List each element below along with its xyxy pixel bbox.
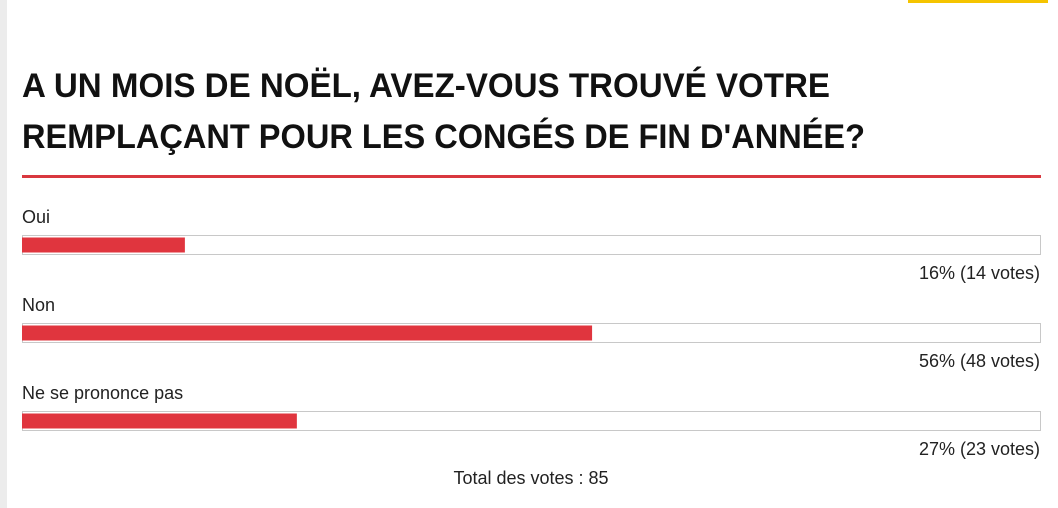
title-line: A UN MOIS DE NOËL, AVEZ-VOUS TROUVÉ VOTR…: [22, 67, 830, 105]
total-votes: Total des votes : 85: [453, 468, 608, 488]
value-label: 56% (48 votes): [919, 351, 1040, 371]
top-accent: [908, 0, 1048, 3]
bar: [22, 237, 185, 253]
left-border: [0, 0, 7, 508]
option-label: Non: [22, 295, 55, 315]
value-label: 16% (14 votes): [919, 263, 1040, 283]
bar: [22, 325, 593, 341]
option-label: Oui: [22, 207, 50, 227]
title-rule: [22, 175, 1041, 178]
bar: [22, 413, 297, 429]
title-line: REMPLAÇANT POUR LES CONGÉS DE FIN D'ANNÉ…: [22, 118, 865, 156]
option-label: Ne se prononce pas: [22, 383, 183, 403]
value-label: 27% (23 votes): [919, 439, 1040, 459]
